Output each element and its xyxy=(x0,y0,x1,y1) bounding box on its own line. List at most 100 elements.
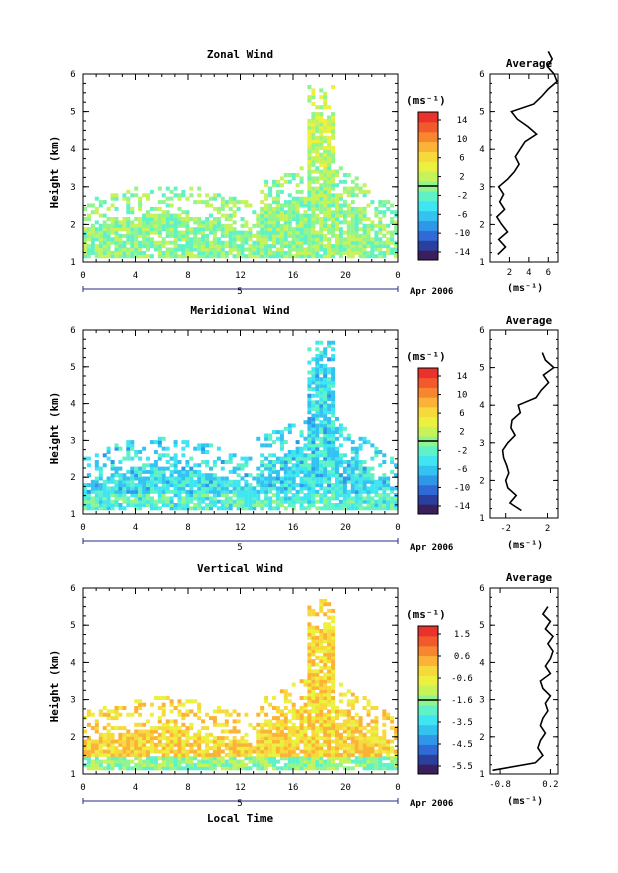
heatmap-cell xyxy=(331,456,336,461)
heatmap-cell xyxy=(323,152,328,157)
heatmap-cell xyxy=(358,499,363,504)
heatmap-cell xyxy=(224,729,229,734)
heatmap-cell xyxy=(232,240,237,245)
average-line xyxy=(501,352,556,512)
heatmap-cell xyxy=(272,460,276,464)
heatmap-cell xyxy=(307,749,312,754)
heatmap-cell xyxy=(122,706,127,710)
heatmap-cell xyxy=(264,756,269,761)
heatmap-cell xyxy=(94,210,99,215)
heatmap-cell xyxy=(102,237,107,242)
heatmap-cell xyxy=(268,254,273,259)
heatmap-cell xyxy=(366,746,371,751)
heatmap-cell xyxy=(390,739,395,744)
heatmap-cell xyxy=(362,746,367,751)
heatmap-cell xyxy=(240,489,245,494)
heatmap-cell xyxy=(268,227,273,232)
colorbar-segment xyxy=(418,426,438,437)
heatmap-cell xyxy=(268,476,273,481)
heatmap-cell xyxy=(386,752,391,757)
heatmap-cell xyxy=(303,217,308,221)
heatmap-cell xyxy=(252,506,257,511)
heatmap-cell xyxy=(346,493,351,498)
heatmap-cell xyxy=(307,410,312,415)
heatmap-cell xyxy=(138,759,143,764)
heatmap-cell xyxy=(327,689,332,694)
heatmap-cell xyxy=(378,483,383,488)
heatmap-cell xyxy=(335,244,339,249)
heatmap-cell xyxy=(342,506,347,511)
heatmap-cell xyxy=(303,726,308,731)
heatmap-cell xyxy=(149,254,154,259)
heatmap-cell xyxy=(366,503,371,507)
heatmap-cell xyxy=(299,469,304,474)
heatmap-cell xyxy=(216,746,221,751)
heatmap-cell xyxy=(272,466,276,471)
heatmap-cell xyxy=(303,227,308,232)
heatmap-cell xyxy=(275,479,280,484)
heatmap-cell xyxy=(169,496,174,501)
heatmap-cell xyxy=(138,483,143,488)
heatmap-cell xyxy=(161,489,166,494)
heatmap-cell xyxy=(378,506,383,511)
heatmap-cell xyxy=(319,756,324,761)
heatmap-cell xyxy=(374,719,379,724)
heatmap-cell xyxy=(358,446,363,451)
heatmap-cell xyxy=(157,223,162,228)
heatmap-cell xyxy=(283,440,288,445)
heatmap-cell xyxy=(193,766,198,771)
heatmap-cell xyxy=(327,752,332,757)
heatmap-cell xyxy=(157,250,162,255)
heatmap-cell xyxy=(86,483,91,488)
heatmap-cell xyxy=(354,746,359,751)
heatmap-cell xyxy=(342,692,347,697)
heatmap-cell xyxy=(331,129,336,133)
heatmap-cell xyxy=(110,217,115,221)
heatmap-cell xyxy=(185,506,190,511)
heatmap-cell xyxy=(327,655,332,660)
heatmap-cell xyxy=(350,503,355,507)
heatmap-cell xyxy=(323,659,328,664)
heatmap-cell xyxy=(177,479,182,484)
heatmap-cell xyxy=(122,479,127,484)
heatmap-cell xyxy=(98,200,103,205)
heatmap-cell xyxy=(366,496,371,501)
heatmap-cell xyxy=(240,240,245,245)
heatmap-cell xyxy=(268,210,273,215)
heatmap-cell xyxy=(173,213,178,218)
average-units: (ms⁻¹) xyxy=(507,540,543,551)
heatmap-cell xyxy=(197,739,202,744)
heatmap-cell xyxy=(279,766,284,771)
heatmap-cell xyxy=(256,254,261,259)
heatmap-cell xyxy=(134,756,139,761)
heatmap-cell xyxy=(279,742,284,747)
heatmap-cell xyxy=(181,489,186,494)
heatmap-cell xyxy=(354,489,359,494)
heatmap-cell xyxy=(307,166,312,171)
heatmap-cell xyxy=(342,217,347,221)
heatmap-cell xyxy=(291,493,296,498)
colorbar-segment xyxy=(418,112,438,123)
heatmap-cell xyxy=(319,220,324,225)
heatmap-cell xyxy=(130,732,135,737)
heatmap-cell xyxy=(153,726,158,731)
heatmap-cell xyxy=(181,739,186,744)
heatmap-cell xyxy=(323,766,328,771)
heatmap-cell xyxy=(362,483,367,488)
heatmap-cell xyxy=(114,709,119,714)
heatmap-cell xyxy=(248,742,253,747)
heatmap-cell xyxy=(307,213,312,218)
heatmap-cell xyxy=(323,639,328,644)
heatmap-cell xyxy=(354,749,359,754)
heatmap-cell xyxy=(335,233,339,238)
heatmap-cell xyxy=(311,380,316,385)
heatmap-cell xyxy=(315,635,320,640)
heatmap-cell xyxy=(386,503,391,507)
heatmap-cell xyxy=(311,762,316,767)
heatmap-cell xyxy=(315,756,320,761)
heatmap-cell xyxy=(311,200,316,205)
heatmap-cell xyxy=(216,739,221,744)
heatmap-cell xyxy=(275,230,280,235)
heatmap-cell xyxy=(146,756,150,761)
heatmap-cell xyxy=(323,598,328,603)
